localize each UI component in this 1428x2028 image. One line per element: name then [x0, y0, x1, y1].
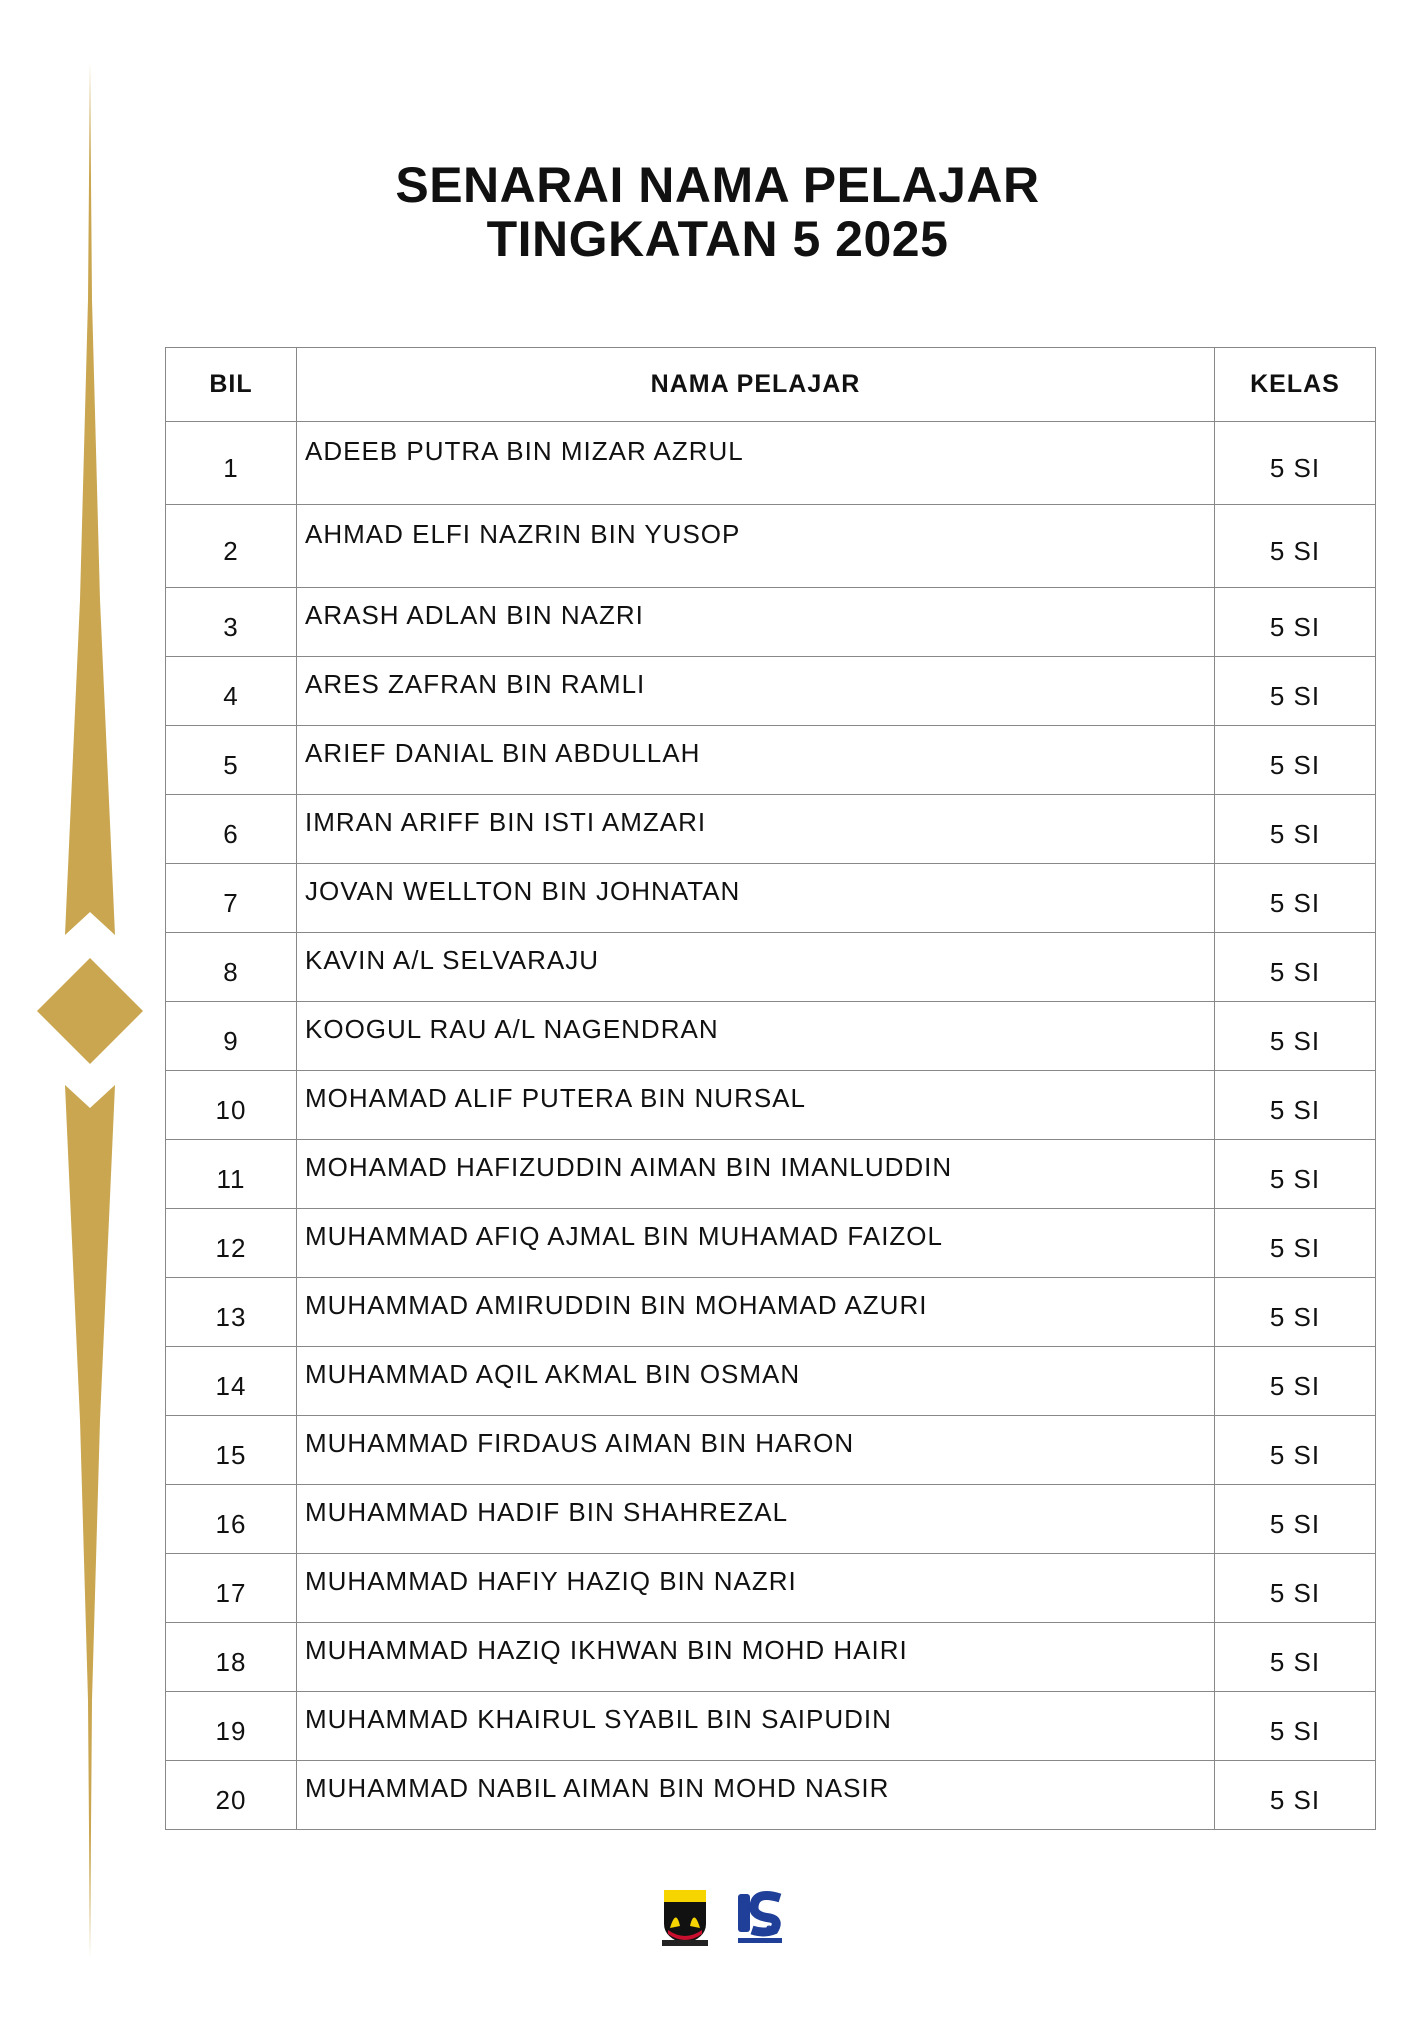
cell-bil: 4: [165, 656, 297, 726]
cell-kelas: 5 SI: [1214, 1691, 1376, 1761]
cell-bil: 13: [165, 1277, 297, 1347]
cell-kelas: 5 SI: [1214, 1622, 1376, 1692]
table-row: 3 ARASH ADLAN BIN NAZRI 5 SI: [165, 587, 1376, 657]
cell-bil: 19: [165, 1691, 297, 1761]
cell-bil: 8: [165, 932, 297, 1002]
header-nama: NAMA PELAJAR: [296, 347, 1215, 422]
cell-kelas: 5 SI: [1214, 656, 1376, 726]
table-row: 7 JOVAN WELLTON BIN JOHNATAN 5 SI: [165, 863, 1376, 933]
cell-bil: 16: [165, 1484, 297, 1554]
cell-nama: KOOGUL RAU A/L NAGENDRAN: [296, 1001, 1215, 1071]
cell-nama: MUHAMMAD NABIL AIMAN BIN MOHD NASIR: [296, 1760, 1215, 1830]
lower-spike: [65, 1085, 115, 1958]
cell-nama: MUHAMMAD HAFIY HAZIQ BIN NAZRI: [296, 1553, 1215, 1623]
cell-bil: 12: [165, 1208, 297, 1278]
table-row: 8 KAVIN A/L SELVARAJU 5 SI: [165, 932, 1376, 1002]
cell-nama: MOHAMAD ALIF PUTERA BIN NURSAL: [296, 1070, 1215, 1140]
cell-kelas: 5 SI: [1214, 1070, 1376, 1140]
student-table: BIL NAMA PELAJAR KELAS 1 ADEEB PUTRA BIN …: [165, 347, 1376, 1830]
cell-kelas: 5 SI: [1214, 421, 1376, 505]
cell-kelas: 5 SI: [1214, 504, 1376, 588]
cell-nama: IMRAN ARIFF BIN ISTI AMZARI: [296, 794, 1215, 864]
cell-bil: 10: [165, 1070, 297, 1140]
table-row: 11 MOHAMAD HAFIZUDDIN AIMAN BIN IMANLUDDI…: [165, 1139, 1376, 1209]
cell-nama: ARIEF DANIAL BIN ABDULLAH: [296, 725, 1215, 795]
svg-text:25: 25: [766, 1924, 778, 1936]
cell-nama: JOVAN WELLTON BIN JOHNATAN: [296, 863, 1215, 933]
cell-kelas: 5 SI: [1214, 1484, 1376, 1554]
cell-kelas: 5 SI: [1214, 1001, 1376, 1071]
cell-nama: MUHAMMAD KHAIRUL SYABIL BIN SAIPUDIN: [296, 1691, 1215, 1761]
table-row: 9 KOOGUL RAU A/L NAGENDRAN 5 SI: [165, 1001, 1376, 1071]
cell-kelas: 5 SI: [1214, 1208, 1376, 1278]
cell-nama: MUHAMMAD HADIF BIN SHAHREZAL: [296, 1484, 1215, 1554]
cell-nama: KAVIN A/L SELVARAJU: [296, 932, 1215, 1002]
table-row: 4 ARES ZAFRAN BIN RAMLI 5 SI: [165, 656, 1376, 726]
table-row: 15 MUHAMMAD FIRDAUS AIMAN BIN HARON 5 SI: [165, 1415, 1376, 1485]
table-row: 16 MUHAMMAD HADIF BIN SHAHREZAL 5 SI: [165, 1484, 1376, 1554]
table-row: 13 MUHAMMAD AMIRUDDIN BIN MOHAMAD AZURI 5 …: [165, 1277, 1376, 1347]
table-row: 1 ADEEB PUTRA BIN MIZAR AZRUL 5 SI: [165, 421, 1376, 505]
cell-bil: 17: [165, 1553, 297, 1623]
table-row: 2 AHMAD ELFI NAZRIN BIN YUSOP 5 SI: [165, 504, 1376, 588]
cell-bil: 20: [165, 1760, 297, 1830]
cell-nama: ARES ZAFRAN BIN RAMLI: [296, 656, 1215, 726]
cell-bil: 1: [165, 421, 297, 505]
cell-nama: MUHAMMAD HAZIQ IKHWAN BIN MOHD HAIRI: [296, 1622, 1215, 1692]
cell-bil: 15: [165, 1415, 297, 1485]
table-row: 10 MOHAMAD ALIF PUTERA BIN NURSAL 5 SI: [165, 1070, 1376, 1140]
school-crest-logo: [662, 1890, 708, 1946]
cell-kelas: 5 SI: [1214, 725, 1376, 795]
cell-kelas: 5 SI: [1214, 932, 1376, 1002]
cell-bil: 9: [165, 1001, 297, 1071]
cell-kelas: 5 SI: [1214, 1277, 1376, 1347]
title-line-1: SENARAI NAMA PELAJAR: [395, 157, 1040, 213]
table-row: 20 MUHAMMAD NABIL AIMAN BIN MOHD NASIR 5 S…: [165, 1760, 1376, 1830]
cell-nama: ADEEB PUTRA BIN MIZAR AZRUL: [296, 421, 1215, 505]
cell-bil: 2: [165, 504, 297, 588]
cell-nama: AHMAD ELFI NAZRIN BIN YUSOP: [296, 504, 1215, 588]
cell-bil: 14: [165, 1346, 297, 1416]
cell-kelas: 5 SI: [1214, 794, 1376, 864]
cell-kelas: 5 SI: [1214, 1139, 1376, 1209]
cell-bil: 11: [165, 1139, 297, 1209]
table-row: 19 MUHAMMAD KHAIRUL SYABIL BIN SAIPUDIN 5 …: [165, 1691, 1376, 1761]
cell-kelas: 5 SI: [1214, 1760, 1376, 1830]
diamond: [37, 958, 143, 1064]
cell-kelas: 5 SI: [1214, 1415, 1376, 1485]
cell-nama: MOHAMAD HAFIZUDDIN AIMAN BIN IMANLUDDIN: [296, 1139, 1215, 1209]
table-row: 17 MUHAMMAD HAFIY HAZIQ BIN NAZRI 5 SI: [165, 1553, 1376, 1623]
table-row: 5 ARIEF DANIAL BIN ABDULLAH 5 SI: [165, 725, 1376, 795]
table-row: 6 IMRAN ARIFF BIN ISTI AMZARI 5 SI: [165, 794, 1376, 864]
table-header: BIL NAMA PELAJAR KELAS: [165, 347, 1376, 422]
cell-bil: 7: [165, 863, 297, 933]
cell-bil: 3: [165, 587, 297, 657]
gold-ornament: [37, 62, 143, 1958]
cell-nama: ARASH ADLAN BIN NAZRI: [296, 587, 1215, 657]
upper-spike: [65, 62, 115, 935]
cell-nama: MUHAMMAD AMIRUDDIN BIN MOHAMAD AZURI: [296, 1277, 1215, 1347]
footer-logos: 25: [658, 1888, 786, 1948]
header-bil: BIL: [165, 347, 297, 422]
25-anniversary-logo: 25: [738, 1891, 782, 1943]
cell-kelas: 5 SI: [1214, 587, 1376, 657]
cell-bil: 18: [165, 1622, 297, 1692]
cell-nama: MUHAMMAD AFIQ AJMAL BIN MUHAMAD FAIZOL: [296, 1208, 1215, 1278]
cell-kelas: 5 SI: [1214, 863, 1376, 933]
cell-kelas: 5 SI: [1214, 1553, 1376, 1623]
header-kelas: KELAS: [1214, 347, 1376, 422]
table-row: 12 MUHAMMAD AFIQ AJMAL BIN MUHAMAD FAIZOL…: [165, 1208, 1376, 1278]
table-row: 18 MUHAMMAD HAZIQ IKHWAN BIN MOHD HAIRI 5 …: [165, 1622, 1376, 1692]
cell-bil: 5: [165, 725, 297, 795]
cell-nama: MUHAMMAD AQIL AKMAL BIN OSMAN: [296, 1346, 1215, 1416]
cell-bil: 6: [165, 794, 297, 864]
cell-kelas: 5 SI: [1214, 1346, 1376, 1416]
title-line-2: TINGKATAN 5 2025: [486, 211, 949, 267]
cell-nama: MUHAMMAD FIRDAUS AIMAN BIN HARON: [296, 1415, 1215, 1485]
page-title: SENARAI NAMA PELAJAR TINGKATAN 5 2025: [0, 158, 1428, 266]
table-row: 14 MUHAMMAD AQIL AKMAL BIN OSMAN 5 SI: [165, 1346, 1376, 1416]
